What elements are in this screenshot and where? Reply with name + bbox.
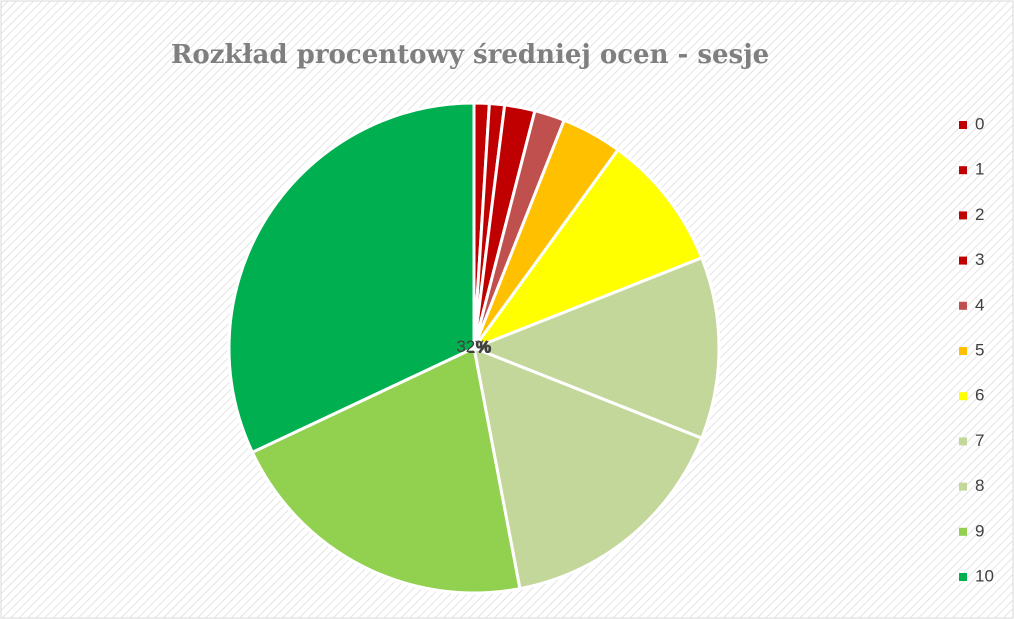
legend-swatch [959,527,967,536]
legend-label: 2 [975,205,984,224]
legend-label: 0 [975,114,984,133]
legend-swatch [959,392,967,401]
legend-label: 8 [975,476,984,495]
legend-label: 10 [975,566,994,585]
legend-label: 9 [975,521,984,540]
pie-slice [472,345,704,591]
legend-swatch [959,347,967,355]
legend-swatch [959,437,967,446]
legend-swatch [959,211,967,220]
legend-label: 6 [975,386,984,405]
legend-label: 1 [975,160,984,179]
legend-label: 3 [975,250,984,269]
legend-swatch [959,166,967,175]
legend-swatch [959,121,967,129]
pie-slice [469,255,721,441]
legend-label: 7 [975,431,984,450]
pie-slice [469,147,704,352]
chart-title: Rozkład procentowy średniej ocen - sesje [171,40,769,70]
legend-swatch [959,482,967,491]
legend-label: 5 [975,340,984,359]
pie-slice [250,345,522,595]
pie-slice [227,101,476,455]
legend-swatch [959,573,967,581]
legend-swatch [959,256,967,265]
legend-swatch [959,301,967,310]
legend-label: 4 [975,295,984,314]
data-label: 32% [456,337,490,356]
